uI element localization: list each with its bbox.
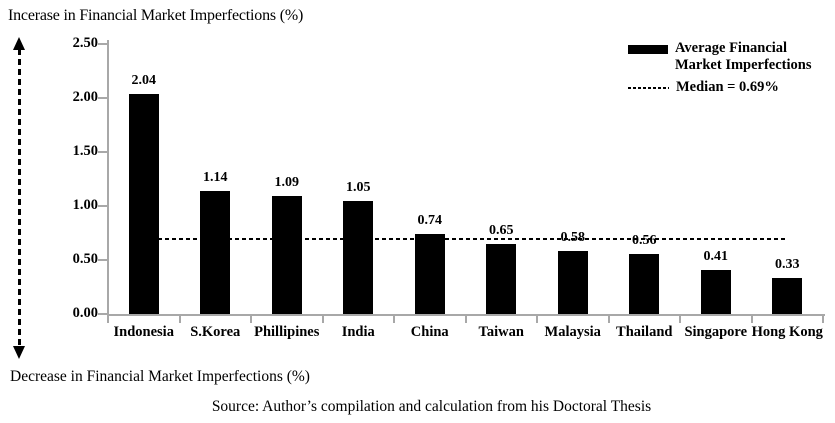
x-tick	[536, 316, 538, 323]
y-axis	[107, 40, 109, 316]
category-label: Singapore	[684, 324, 748, 340]
bar-singapore	[700, 269, 731, 314]
category-label: Indonesia	[113, 324, 174, 340]
bar-china	[414, 234, 445, 314]
y-tick-label: 1.50	[72, 143, 98, 159]
y-tick-label: 2.50	[72, 35, 98, 51]
bar-value-label: 0.33	[775, 257, 800, 273]
x-tick	[822, 316, 824, 323]
bar-thailand	[629, 253, 660, 314]
bar-value-label: 0.56	[632, 232, 657, 248]
x-tick	[679, 316, 681, 323]
bar-value-label: 1.14	[203, 169, 228, 185]
category-label: Taiwan	[478, 324, 524, 340]
y-tick	[98, 151, 107, 153]
bar-malaysia	[557, 251, 588, 314]
y-tick	[98, 259, 107, 261]
category-label: Thailand	[616, 324, 673, 340]
category-label: India	[341, 324, 375, 340]
category-label: China	[410, 324, 449, 340]
y-tick-label: 2.00	[72, 89, 98, 105]
bar-value-label: 1.09	[274, 175, 300, 191]
decrease-axis-label: Decrease in Financial Market Imperfectio…	[10, 368, 310, 385]
x-axis	[107, 314, 825, 316]
bar-value-label: 1.05	[346, 179, 371, 195]
y-tick	[98, 205, 107, 207]
bar-phillipines	[271, 196, 302, 314]
category-label: Malaysia	[544, 324, 601, 340]
x-tick	[178, 316, 181, 323]
y-tick-label: 0.00	[72, 305, 98, 321]
x-tick	[250, 316, 252, 323]
x-tick	[393, 316, 395, 323]
y-tick	[98, 313, 107, 315]
legend-median-dash-swatch	[628, 87, 669, 89]
category-label: Phillipines	[254, 324, 320, 340]
category-label: S.Korea	[190, 324, 241, 340]
x-tick	[464, 316, 467, 323]
chart-title: Incerase in Financial Market Imperfectio…	[8, 7, 304, 24]
legend-item-average: Average Financial Market Imperfections	[628, 40, 833, 74]
y-tick	[98, 97, 107, 99]
y-tick	[98, 43, 107, 45]
bar-value-label: 0.58	[543, 230, 603, 246]
bar-taiwan	[486, 243, 517, 314]
arrow-down-head-icon	[13, 346, 25, 359]
legend-item-median: Median = 0.69%	[628, 79, 833, 96]
vertical-double-arrow	[13, 37, 25, 359]
y-tick-label: 1.00	[72, 197, 98, 213]
bar-value-label: 0.74	[417, 213, 443, 229]
bar-s-korea	[200, 190, 231, 314]
bar-hong-kong	[772, 278, 803, 314]
y-tick-label: 0.50	[72, 251, 98, 267]
bar-value-label: 2.04	[131, 72, 157, 88]
source-note: Source: Author’s compilation and calcula…	[211, 398, 652, 415]
x-tick	[321, 316, 324, 323]
bar-value-label: 0.41	[703, 248, 729, 264]
bar-value-label: 0.65	[489, 222, 514, 238]
legend-series-label: Average Financial Market Imperfections	[675, 40, 812, 73]
median-line	[143, 238, 788, 240]
arrow-up-head-icon	[13, 37, 25, 50]
legend-median-label: Median = 0.69%	[676, 79, 779, 95]
x-tick	[750, 316, 753, 323]
category-label: Hong Kong	[751, 324, 823, 340]
legend-series-swatch	[628, 45, 668, 54]
x-tick	[607, 316, 610, 323]
arrow-dashed-shaft	[18, 49, 21, 347]
legend: Average Financial Market Imperfections M…	[628, 40, 833, 96]
x-tick	[107, 316, 109, 323]
bar-india	[343, 200, 374, 314]
bar-indonesia	[128, 93, 159, 314]
